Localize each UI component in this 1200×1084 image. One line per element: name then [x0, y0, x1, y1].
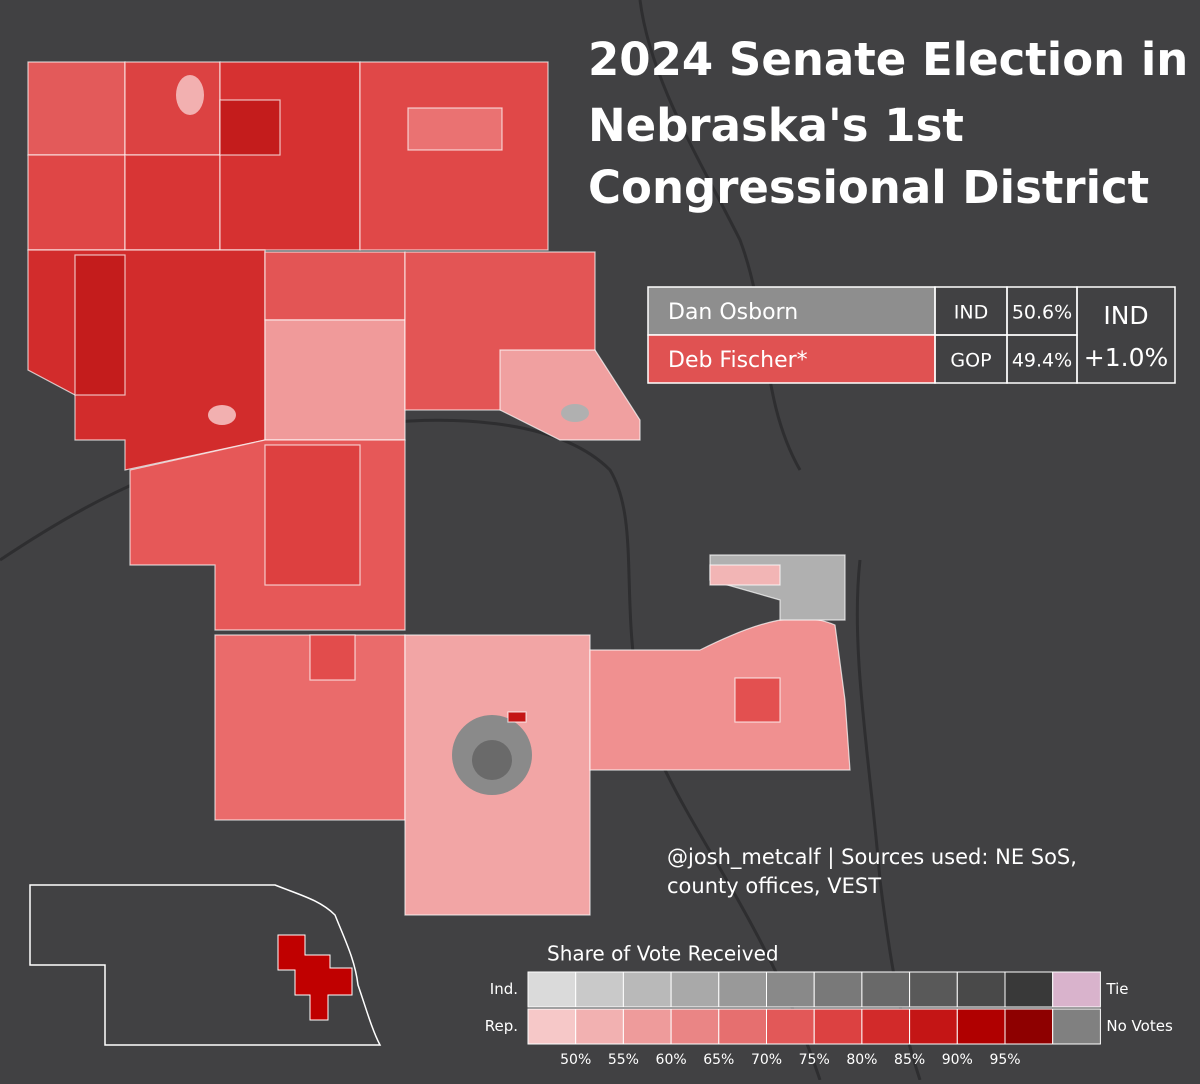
legend-swatch — [622, 971, 672, 1008]
district-map — [27, 61, 851, 916]
legend-row-label: Ind. — [490, 980, 518, 998]
credit: county offices, VEST — [667, 874, 881, 898]
legend-title: Share of Vote Received — [547, 942, 779, 966]
legend-tick-label: 95% — [989, 1052, 1020, 1068]
party: IND — [954, 302, 988, 324]
legend-tick-label: 60% — [656, 1052, 687, 1068]
legend-swatch — [813, 971, 863, 1008]
legend-tick-label: 70% — [751, 1052, 782, 1068]
title-line: Congressional District — [588, 161, 1149, 214]
legend-extra-label: Tie — [1105, 980, 1128, 998]
legend-swatch — [670, 971, 720, 1008]
legend-swatch — [527, 1008, 577, 1045]
vote-share: 49.4% — [1012, 350, 1072, 372]
legend-swatch — [1052, 971, 1101, 1008]
legend-swatch — [813, 1008, 863, 1045]
legend-swatch — [956, 971, 1006, 1008]
legend-swatch — [718, 971, 767, 1008]
legend-swatch — [1004, 971, 1054, 1008]
margin: +1.0% — [1084, 343, 1168, 372]
legend-swatch — [766, 971, 815, 1008]
candidate-name: Dan Osborn — [668, 300, 798, 325]
legend-tick-label: 65% — [703, 1052, 734, 1068]
legend-swatch — [670, 1008, 720, 1045]
legend-swatch — [527, 971, 577, 1008]
winner: IND — [1103, 301, 1148, 330]
vote-share: 50.6% — [1012, 302, 1072, 324]
state-inset — [29, 884, 382, 1046]
legend-swatch — [766, 1008, 815, 1045]
legend-swatch — [575, 971, 624, 1008]
legend-tick-label: 90% — [942, 1052, 973, 1068]
credit: @josh_metcalf | Sources used: NE SoS, — [667, 845, 1077, 870]
legend-swatch — [861, 1008, 911, 1045]
legend-tick-label: 50% — [560, 1052, 591, 1068]
results-table: Dan Osborn IND 50.6% Deb Fischer* GOP 49.4% IN… — [647, 286, 1176, 384]
legend-swatch — [718, 1008, 767, 1045]
title-line: Nebraska's 1st — [588, 99, 964, 152]
legend-swatch — [1004, 1008, 1054, 1045]
legend-swatch — [575, 1008, 624, 1045]
legend-tick-label: 55% — [608, 1052, 639, 1068]
candidate-cell — [647, 286, 936, 336]
legend-tick-label: 75% — [799, 1052, 830, 1068]
title-line: 2024 Senate Election in — [588, 33, 1188, 86]
legend-swatch — [861, 971, 911, 1008]
candidate-name: Deb Fischer* — [668, 348, 808, 373]
result-cell — [1076, 286, 1176, 384]
legend: Ind. Rep. Tie No Votes 50% 55% 60% 65% 70% 75% 80%… — [485, 971, 1173, 1068]
legend-tick-label: 80% — [846, 1052, 877, 1068]
legend-tick-label: 85% — [894, 1052, 925, 1068]
legend-swatch — [622, 1008, 672, 1045]
legend-swatch — [909, 971, 958, 1008]
candidate-cell — [647, 334, 936, 384]
legend-extra-label: No Votes — [1106, 1017, 1173, 1035]
legend-swatch — [956, 1008, 1006, 1045]
legend-swatch — [1052, 1008, 1101, 1045]
legend-row-label: Rep. — [485, 1017, 518, 1035]
party: GOP — [950, 350, 991, 372]
legend-swatch — [909, 1008, 958, 1045]
